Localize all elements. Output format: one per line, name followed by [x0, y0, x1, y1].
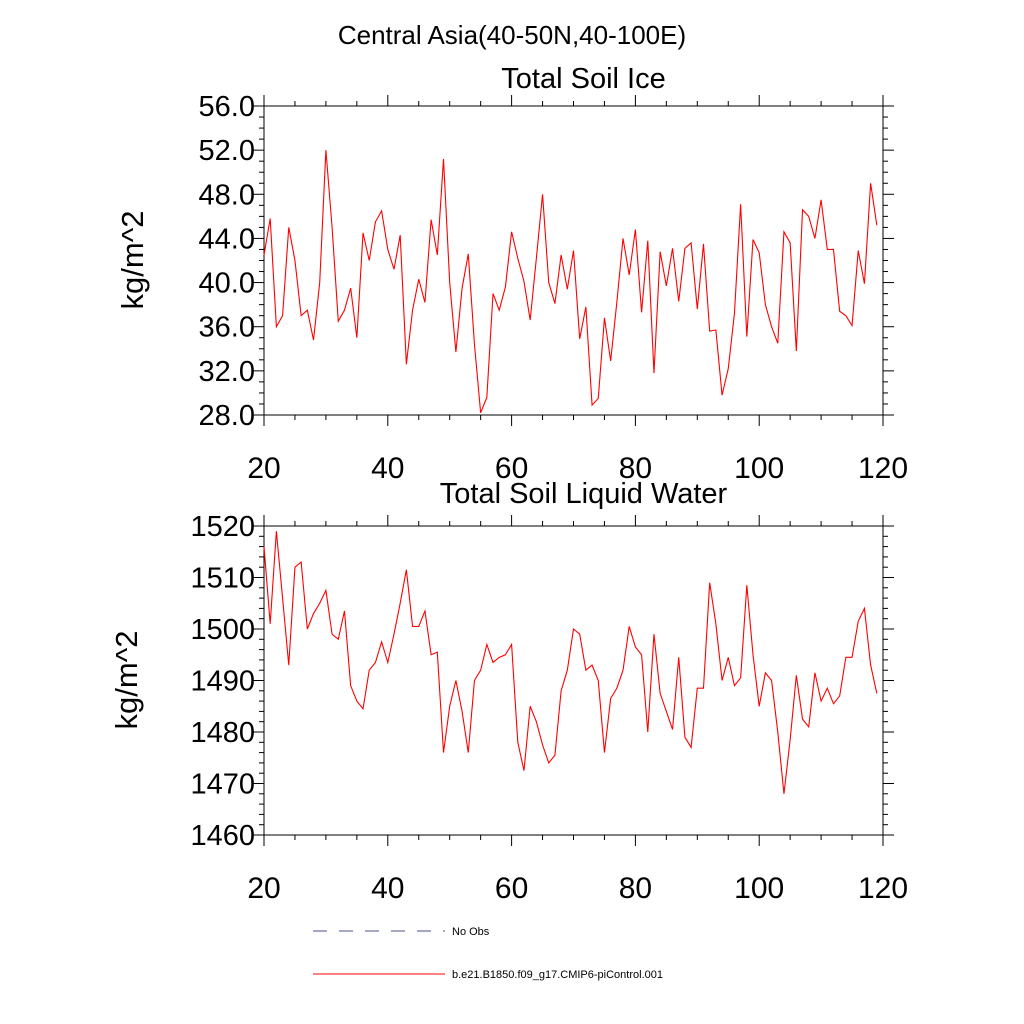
x-tick-label: 20 [247, 452, 280, 485]
chart-title: Total Soil Ice [501, 63, 665, 95]
y-tick-label: 1500 [190, 614, 255, 646]
y-tick-label: 1480 [190, 717, 255, 749]
x-tick-label: 100 [734, 452, 784, 485]
y-axis-label: kg/m^2 [115, 211, 150, 310]
y-tick-label: 40.0 [199, 268, 255, 300]
region-title: Central Asia(40-50N,40-100E) [338, 20, 686, 50]
panel-total-soil-liquid-water: Total Soil Liquid Water kg/m^2 20 40 60 80 100… [109, 478, 908, 905]
y-axis-label: kg/m^2 [109, 631, 144, 730]
plot-frame [263, 105, 884, 416]
legend-label-no-obs: No Obs [452, 926, 490, 938]
series-line-b-e21-b1850-f09-g17-cmip6-picontrol-001 [263, 150, 878, 413]
x-tick-label: 80 [619, 872, 652, 905]
legend: No Obs b.e21.B1850.f09_g17.CMIP6-piContr… [313, 926, 663, 981]
x-tick-label: 40 [371, 452, 404, 485]
x-tick-label: 20 [247, 872, 280, 905]
y-tick-label: 52.0 [199, 135, 255, 167]
y-tick-label: 28.0 [199, 400, 255, 432]
x-tick-label: 60 [495, 452, 528, 485]
y-tick-label: 56.0 [199, 91, 255, 123]
x-tick-label: 60 [495, 872, 528, 905]
y-tick-label: 1460 [190, 820, 255, 852]
y-tick-label: 1510 [190, 563, 255, 595]
y-tick-label: 36.0 [199, 312, 255, 344]
x-tick-label: 40 [371, 872, 404, 905]
plot-frame [263, 525, 884, 836]
x-tick-label: 120 [858, 872, 908, 905]
y-tick-label: 1490 [190, 666, 255, 698]
y-tick-label: 44.0 [199, 223, 255, 255]
panel-total-soil-ice: Total Soil Ice kg/m^2 20 40 60 80 100 120 28.0 32… [115, 63, 908, 485]
chart-title: Total Soil Liquid Water [440, 478, 728, 510]
y-tick-label: 1520 [190, 511, 255, 543]
series-line-b-e21-b1850-f09-g17-cmip6-picontrol-001 [263, 531, 878, 794]
x-tick-label: 80 [619, 452, 652, 485]
x-tick-label: 100 [734, 872, 784, 905]
legend-label-piControl: b.e21.B1850.f09_g17.CMIP6-piControl.001 [452, 969, 663, 981]
y-tick-label: 32.0 [199, 356, 255, 388]
y-tick-label: 48.0 [199, 179, 255, 211]
y-tick-label: 1470 [190, 769, 255, 801]
x-tick-label: 120 [858, 452, 908, 485]
